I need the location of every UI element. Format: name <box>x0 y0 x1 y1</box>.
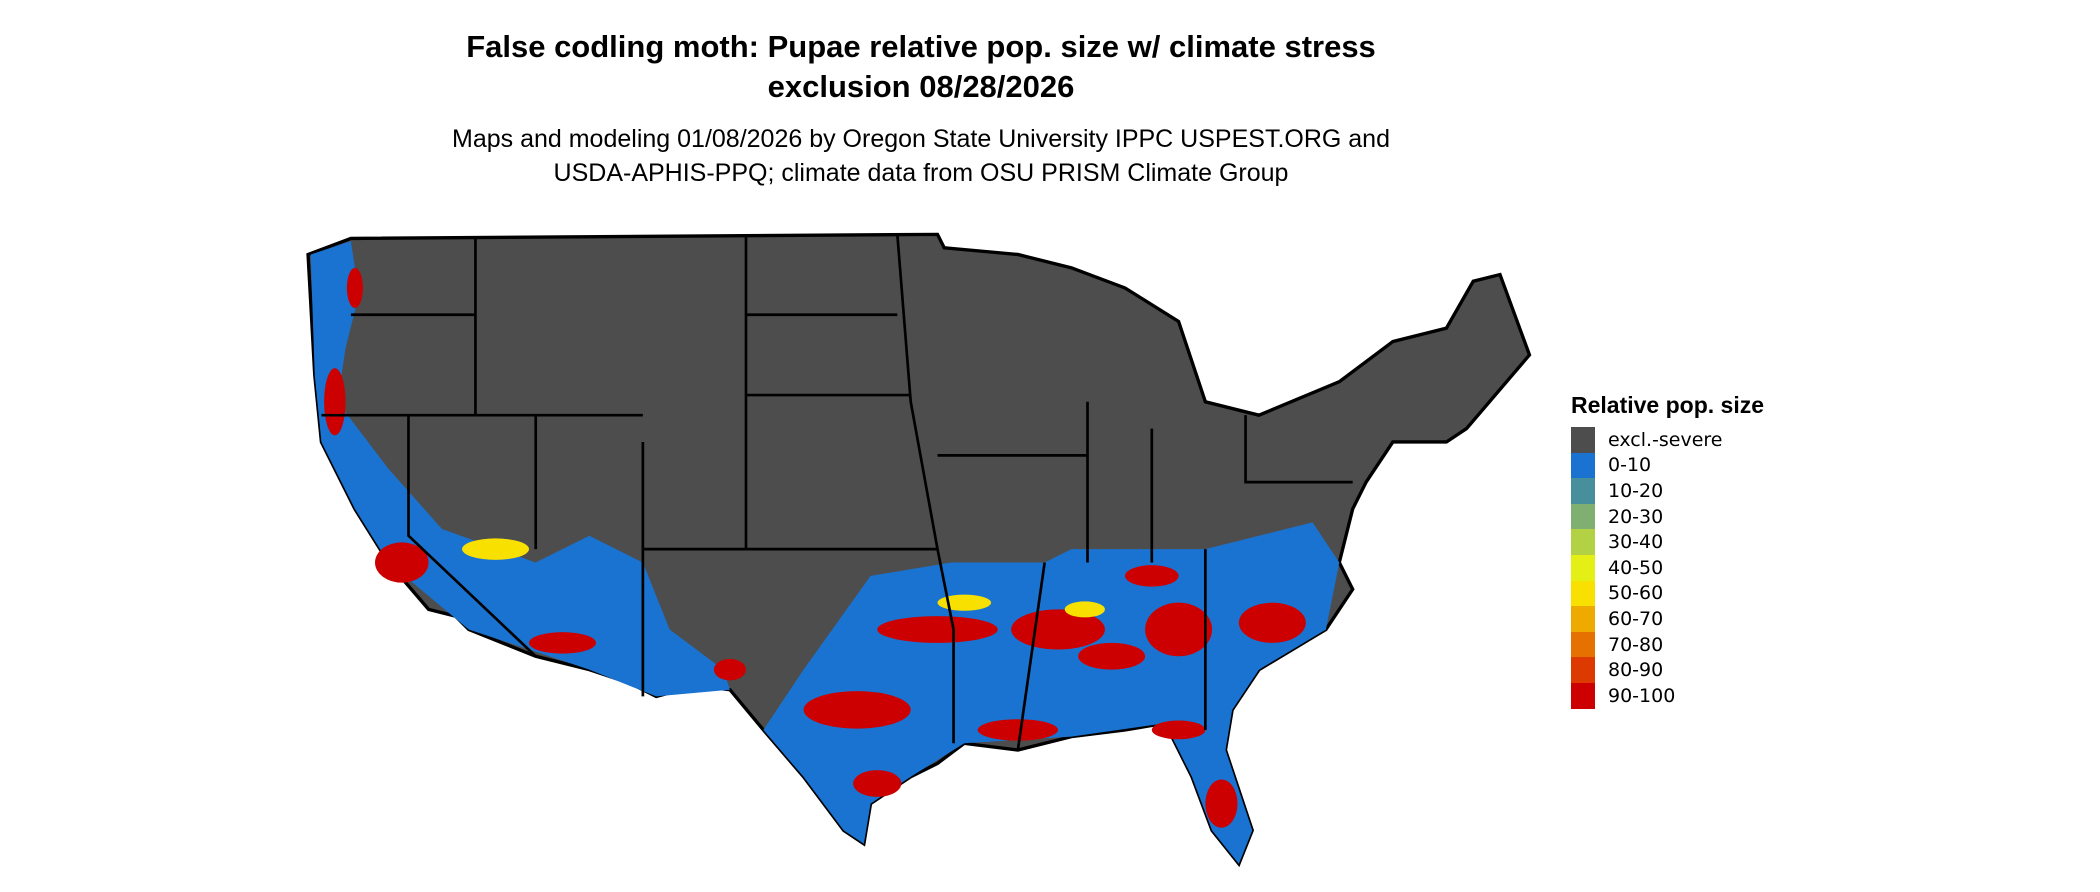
legend-swatch <box>1571 478 1595 504</box>
legend-item: 20-30 <box>1571 503 1764 530</box>
legend-label: 90-100 <box>1608 684 1676 707</box>
legend-swatch <box>1571 529 1595 555</box>
legend-item: 80-90 <box>1571 657 1764 683</box>
legend-label: 40-50 <box>1608 556 1664 579</box>
legend-item: 30-40 <box>1571 529 1764 555</box>
legend-label: 20-30 <box>1608 505 1664 528</box>
legend-items: excl.-severe 0-10 10-20 20-30 30-40 40-50 50-6… <box>1571 427 1764 709</box>
legend-item: 10-20 <box>1571 478 1764 504</box>
legend-label: 30-40 <box>1608 531 1664 554</box>
legend-item: 0-10 <box>1571 452 1764 479</box>
map-subtitle: Maps and modeling 01/08/2026 by Oregon S… <box>0 122 1842 190</box>
legend-swatch <box>1571 606 1595 632</box>
legend-label: 10-20 <box>1608 479 1664 502</box>
legend-swatch <box>1571 503 1595 530</box>
legend-label: 50-60 <box>1608 582 1664 605</box>
high-population-patches <box>324 267 1306 828</box>
legend-item: excl.-severe <box>1571 427 1764 453</box>
legend-swatch <box>1571 682 1595 709</box>
west-coast-suitable-region <box>310 241 730 697</box>
legend-item: 70-80 <box>1571 631 1764 658</box>
legend-label: 80-90 <box>1608 659 1664 682</box>
legend-label: 60-70 <box>1608 607 1664 630</box>
title-line-2: exclusion 08/28/2026 <box>767 69 1075 104</box>
legend-label: 70-80 <box>1608 633 1664 656</box>
legend-item: 60-70 <box>1571 606 1764 632</box>
map-title: False codling moth: Pupae relative pop. … <box>0 27 1842 107</box>
legend-item: 40-50 <box>1571 554 1764 581</box>
legend-swatch <box>1571 580 1595 607</box>
legend-swatch <box>1571 631 1595 658</box>
legend-item: 50-60 <box>1571 580 1764 607</box>
legend-label: excl.-severe <box>1608 428 1723 451</box>
legend-item: 90-100 <box>1571 682 1764 709</box>
legend-title: Relative pop. size <box>1571 392 1765 418</box>
legend: Relative pop. size excl.-severe 0-10 10-20… <box>1571 392 1764 709</box>
legend-swatch <box>1571 657 1595 683</box>
legend-swatch <box>1571 427 1595 453</box>
subtitle-line-1: Maps and modeling 01/08/2026 by Oregon S… <box>452 125 1390 153</box>
legend-swatch <box>1571 554 1595 581</box>
title-line-1: False codling moth: Pupae relative pop. … <box>466 29 1376 64</box>
legend-label: 0-10 <box>1608 454 1652 477</box>
legend-swatch <box>1571 452 1595 479</box>
state-borders <box>321 234 1353 751</box>
subtitle-line-2: USDA-APHIS-PPQ; climate data from OSU PR… <box>553 159 1289 187</box>
